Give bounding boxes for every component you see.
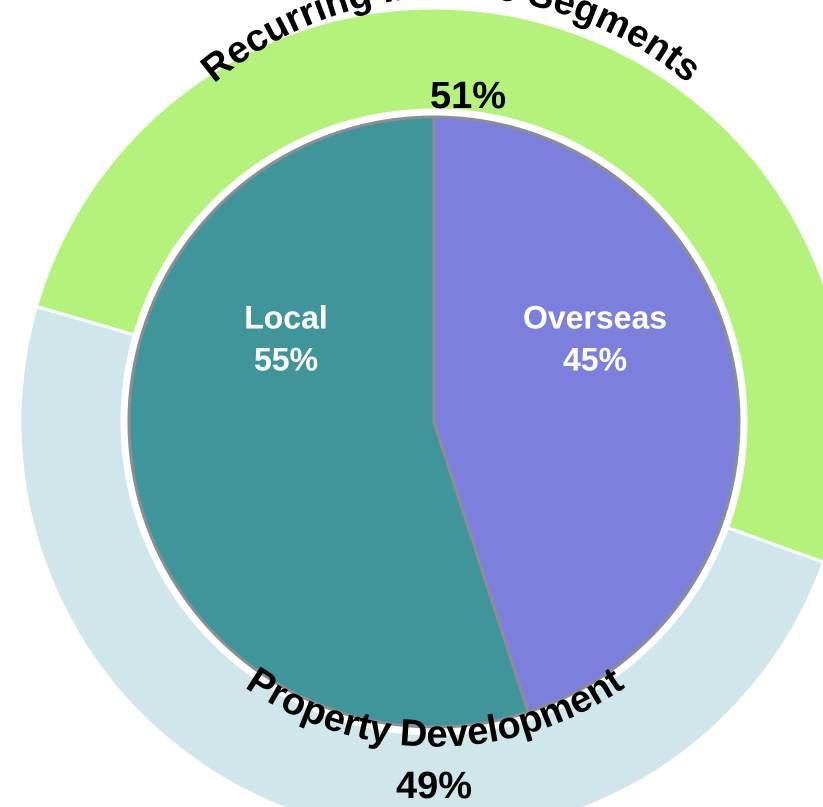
inner-wedge: [432, 115, 741, 714]
outer-value-label: 49%: [396, 765, 472, 807]
outer-wedge: [34, 6, 823, 564]
inner-wedge: [127, 115, 531, 729]
inner-value-label: 55%: [254, 341, 318, 377]
inner-value-label: 45%: [563, 341, 627, 377]
outer-value-label: 51%: [430, 75, 506, 117]
outer-wedge: [18, 304, 823, 807]
inner-category-label: Local: [244, 299, 328, 335]
wedges: [18, 6, 823, 807]
inner-category-label: Overseas: [523, 299, 667, 335]
